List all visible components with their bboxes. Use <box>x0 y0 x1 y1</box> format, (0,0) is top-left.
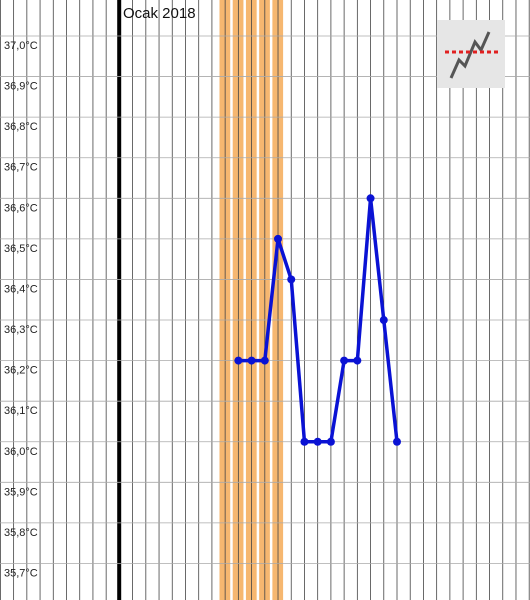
y-tick-label: 37,0°C <box>4 40 38 52</box>
data-point <box>287 275 296 284</box>
data-point <box>340 356 349 365</box>
data-point <box>274 234 283 243</box>
y-tick-label: 36,5°C <box>4 243 38 255</box>
icon-curve <box>449 31 491 79</box>
y-tick-label: 36,8°C <box>4 121 38 133</box>
data-point <box>247 356 256 365</box>
y-tick-label: 35,7°C <box>4 567 38 579</box>
y-tick-label: 36,9°C <box>4 81 38 93</box>
y-tick-label: 36,0°C <box>4 446 38 458</box>
y-tick-label: 36,3°C <box>4 324 38 336</box>
data-point <box>366 194 375 203</box>
data-point <box>326 437 335 446</box>
y-tick-label: 36,2°C <box>4 365 38 377</box>
data-point <box>393 437 401 446</box>
data-point <box>234 356 243 365</box>
data-point <box>260 356 269 365</box>
data-point <box>379 316 388 325</box>
data-point <box>313 437 322 446</box>
y-tick-label: 36,7°C <box>4 162 38 174</box>
chart-toggle-icon[interactable] <box>437 20 505 88</box>
data-point <box>300 437 309 446</box>
y-tick-label: 36,6°C <box>4 202 38 214</box>
data-point <box>353 356 362 365</box>
y-tick-label: 35,8°C <box>4 527 38 539</box>
y-tick-label: 36,4°C <box>4 283 38 295</box>
chart-title: Ocak 2018 <box>123 5 196 22</box>
y-tick-label: 36,1°C <box>4 405 38 417</box>
y-tick-label: 35,9°C <box>4 486 38 498</box>
